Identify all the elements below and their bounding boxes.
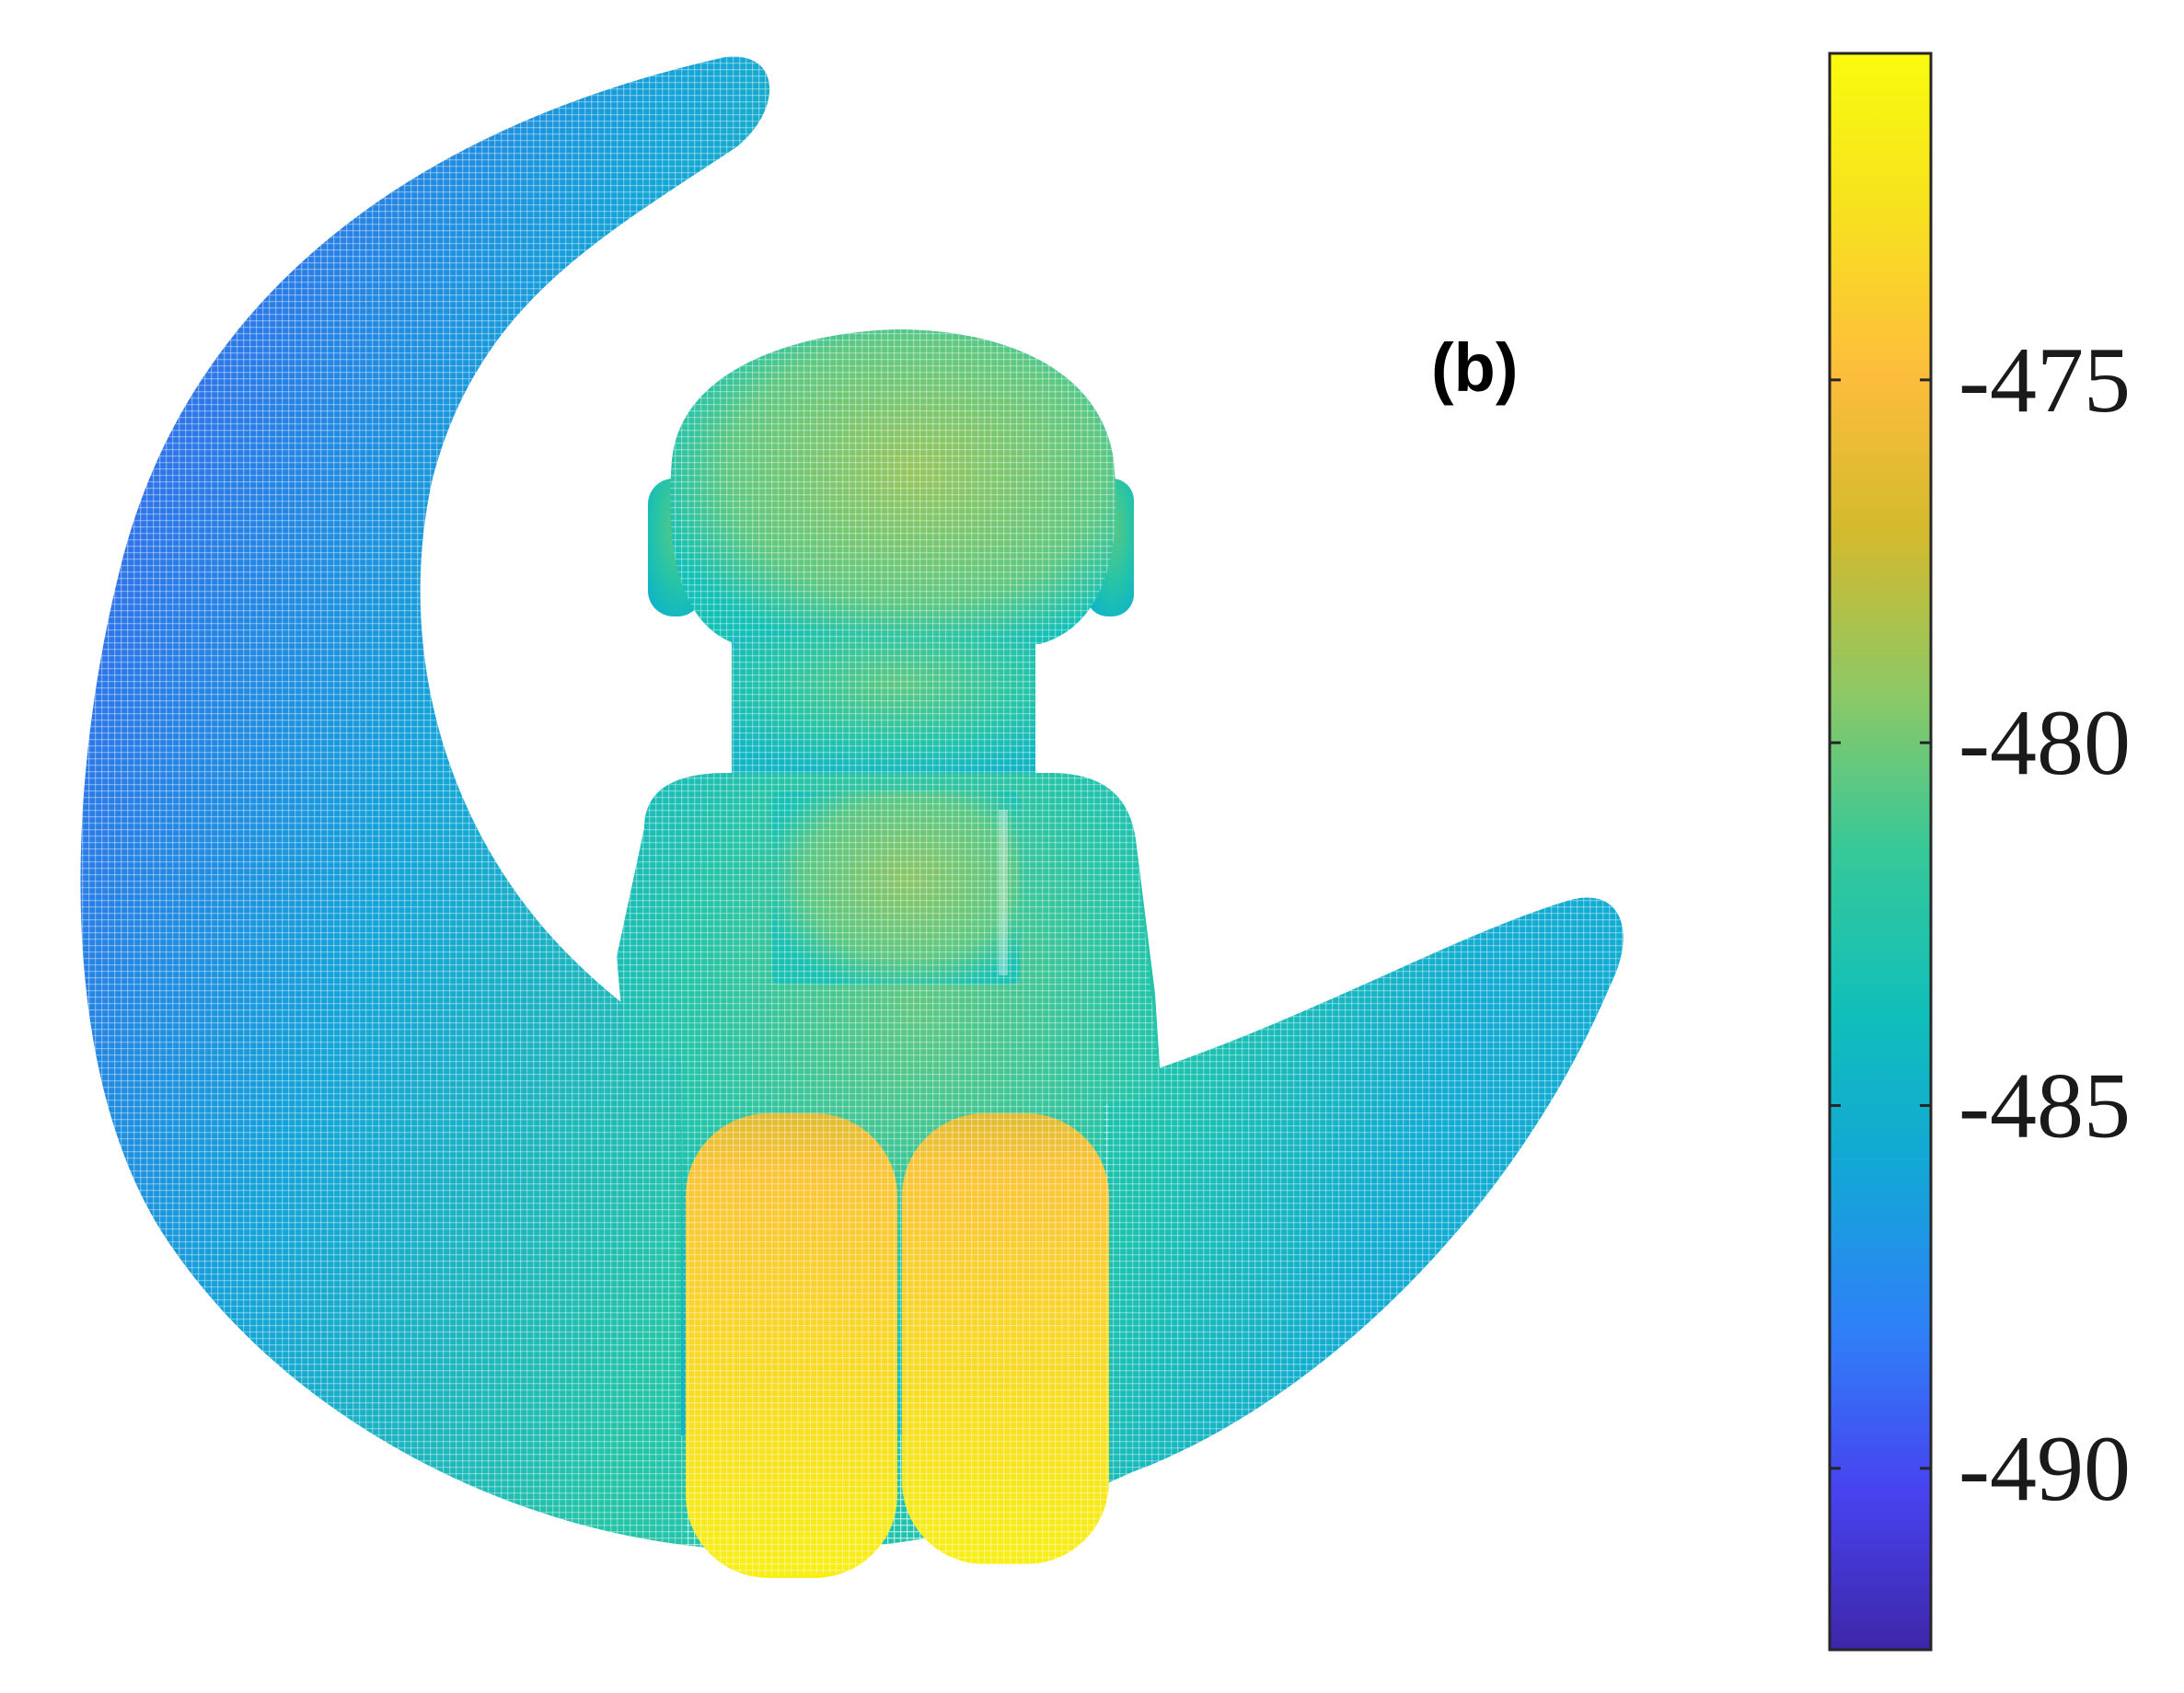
moon-shape xyxy=(80,56,1624,1551)
colorbar-fill xyxy=(1828,52,1933,1652)
figure-shape xyxy=(617,329,1161,1578)
panel-label: (b) xyxy=(1431,329,1519,406)
colorbar: -475 -480 -485 -490 xyxy=(1828,52,2131,1652)
colorbar-tick-label: -485 xyxy=(1959,1054,2131,1158)
colorbar-tick-label: -480 xyxy=(1959,691,2131,795)
colorbar-ticks: -475 -480 -485 -490 xyxy=(1830,328,2131,1521)
colorbar-tick-label: -490 xyxy=(1959,1417,2131,1521)
colorbar-tick-label: -475 xyxy=(1959,328,2131,432)
